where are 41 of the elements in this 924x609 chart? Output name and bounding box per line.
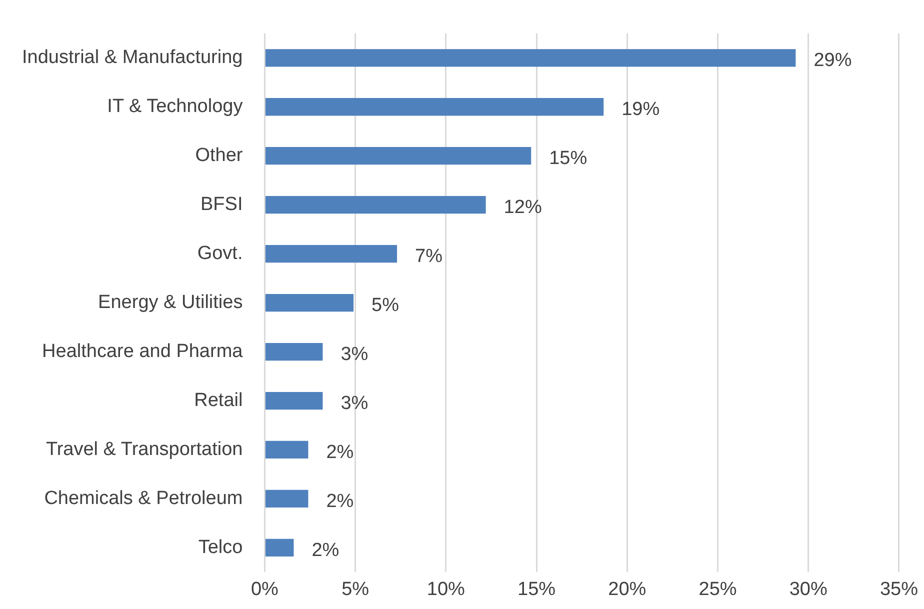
x-tick-label: 25% — [698, 578, 737, 600]
bar — [265, 196, 486, 214]
data-label: 7% — [415, 246, 443, 268]
data-label: 12% — [504, 197, 542, 218]
x-tick-label: 0% — [250, 578, 279, 600]
data-label: 29% — [814, 50, 852, 72]
bar — [265, 440, 308, 459]
bar — [265, 538, 294, 557]
y-tick-label: Industrial & Manufacturing — [22, 47, 243, 68]
bar — [265, 98, 604, 116]
y-tick-label: Govt. — [197, 243, 243, 264]
data-label: 3% — [340, 393, 368, 414]
data-label: 2% — [326, 490, 354, 512]
y-tick-label: Energy & Utilities — [98, 292, 243, 314]
bar — [265, 294, 354, 312]
data-label: 2% — [312, 540, 340, 561]
x-tick-label: 10% — [426, 578, 466, 600]
y-tick-label: Chemicals & Petroleum — [44, 488, 243, 509]
y-tick-label: BFSI — [200, 194, 243, 216]
bar — [265, 147, 532, 165]
x-tick-label: 5% — [342, 578, 370, 600]
bar — [265, 490, 308, 508]
data-label: 19% — [622, 99, 660, 120]
bar — [265, 392, 323, 410]
data-label: 3% — [340, 344, 368, 366]
y-tick-label: Other — [195, 145, 244, 166]
data-label: 5% — [372, 295, 400, 316]
x-tick-label: 35% — [880, 578, 918, 600]
y-tick-label: Retail — [194, 390, 243, 411]
x-tick-label: 15% — [518, 578, 556, 600]
bar — [265, 342, 323, 361]
x-tick-label: 20% — [608, 578, 646, 600]
data-label: 15% — [549, 148, 588, 170]
y-tick-label: Travel & Transportation — [46, 438, 243, 460]
y-tick-label: Healthcare and Pharma — [42, 341, 244, 362]
bar — [265, 245, 398, 263]
bar — [265, 49, 796, 67]
y-tick-label: IT & Technology — [107, 96, 244, 118]
y-tick-label: Telco — [198, 536, 243, 558]
data-label: 2% — [326, 442, 354, 463]
x-tick-label: 30% — [789, 578, 828, 600]
